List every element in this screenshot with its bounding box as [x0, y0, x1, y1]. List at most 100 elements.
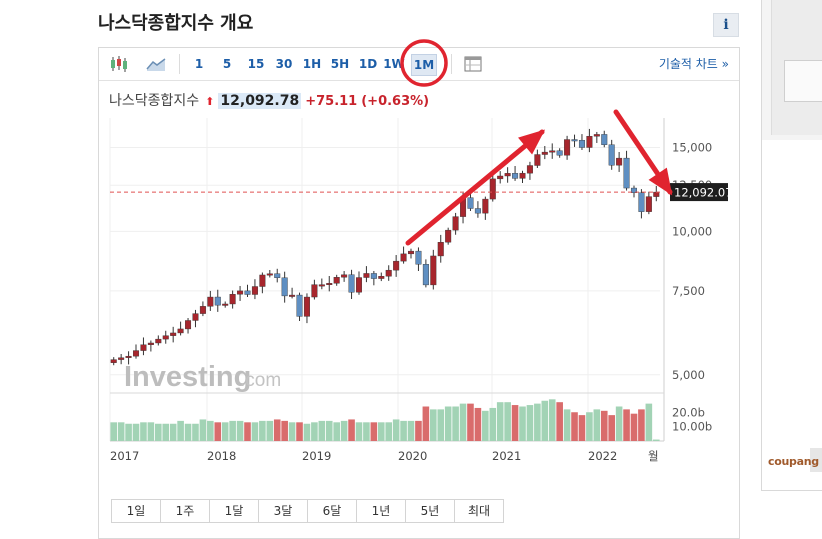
- range-max[interactable]: 최대: [454, 499, 504, 523]
- candle-body: [437, 242, 444, 257]
- chart-widget: 1 5 15 30 1H 5H 1D 1W 1M 기술적 차트 » 나스닥종합지…: [98, 47, 740, 539]
- watermark-suffix: .com: [240, 370, 281, 391]
- volume-bar: [496, 402, 504, 441]
- table-icon[interactable]: [461, 54, 485, 74]
- candle-body: [474, 208, 481, 214]
- candle-body: [355, 277, 362, 293]
- volume-bar: [311, 422, 318, 441]
- candle-body: [333, 277, 340, 284]
- volume-bar: [638, 409, 645, 441]
- interval-1[interactable]: 1: [194, 57, 204, 71]
- range-3m[interactable]: 3달: [258, 499, 308, 523]
- volume-bar: [593, 409, 601, 441]
- interval-1h[interactable]: 1H: [302, 57, 322, 71]
- candle-body: [311, 284, 318, 298]
- candle-body: [638, 192, 645, 212]
- volume-bar: [407, 420, 415, 441]
- technical-chart-link[interactable]: 기술적 차트 »: [658, 57, 729, 71]
- x-tick-label: 2021: [492, 449, 521, 463]
- volume-bar: [177, 420, 184, 441]
- candle-body: [251, 286, 258, 295]
- coupang-logo[interactable]: coupang: [768, 455, 819, 468]
- candle-body: [303, 296, 310, 317]
- candle-body: [608, 144, 615, 166]
- candle-body: [266, 273, 273, 276]
- volume-bar: [355, 422, 363, 441]
- candle-body: [512, 173, 519, 179]
- candle-body: [430, 255, 437, 286]
- instrument-name: 나스닥종합지수: [109, 93, 200, 109]
- falling-trend-arrow-head: [648, 167, 673, 196]
- candle-body: [400, 253, 407, 262]
- interval-highlight-circle: [400, 39, 448, 87]
- volume-bar: [556, 402, 563, 441]
- candle-body: [541, 151, 548, 155]
- candle-body: [140, 344, 147, 351]
- volume-bar: [519, 406, 526, 441]
- volume-bar: [296, 422, 303, 441]
- volume-bar: [125, 423, 132, 441]
- candle-body: [370, 273, 377, 279]
- candle-body: [296, 294, 303, 317]
- candle-body: [489, 178, 496, 200]
- candle-body: [125, 355, 132, 358]
- volume-bar: [444, 406, 452, 441]
- candle-body: [571, 139, 578, 142]
- candle-body: [341, 274, 348, 278]
- range-1d[interactable]: 1일: [111, 499, 161, 523]
- candle-body: [237, 290, 244, 295]
- range-6m[interactable]: 6달: [307, 499, 357, 523]
- volume-bar: [608, 415, 615, 441]
- candle-body: [289, 294, 296, 297]
- candle-body: [393, 260, 400, 271]
- candle-body: [549, 150, 556, 153]
- x-tick-label: 월: [648, 449, 659, 463]
- volume-bar: [459, 403, 467, 441]
- candle-body: [363, 273, 370, 278]
- volume-bar: [266, 420, 274, 441]
- candle-body: [133, 350, 140, 357]
- x-tick-label: 2020: [398, 449, 427, 463]
- candle-body: [199, 306, 206, 314]
- chart-toolbar: 1 5 15 30 1H 5H 1D 1W 1M 기술적 차트 »: [99, 48, 739, 81]
- candle-body: [318, 284, 325, 287]
- candle-body: [385, 269, 392, 277]
- candle-body: [408, 250, 415, 255]
- range-5y[interactable]: 5년: [405, 499, 455, 523]
- candlestick-icon[interactable]: [107, 54, 131, 74]
- y-tick-label: 7,500: [672, 284, 705, 298]
- volume-bar: [645, 403, 653, 441]
- interval-30[interactable]: 30: [275, 57, 293, 71]
- interval-1d[interactable]: 1D: [358, 57, 378, 71]
- volume-bar: [563, 409, 571, 441]
- volume-bar: [303, 423, 311, 441]
- current-price-label: 12,092.07: [674, 186, 733, 200]
- candle-body: [177, 328, 184, 334]
- candle-body: [616, 157, 623, 166]
- candle-body: [348, 274, 355, 293]
- volume-bar: [370, 422, 378, 441]
- candle-body: [578, 139, 585, 148]
- info-button[interactable]: i: [713, 13, 739, 37]
- volume-bar: [526, 405, 534, 441]
- volume-bar: [615, 406, 623, 441]
- rising-trend-arrow: [405, 129, 545, 246]
- laptop-icon: [784, 60, 822, 102]
- interval-5h[interactable]: 5H: [330, 57, 350, 71]
- volume-bar: [474, 407, 482, 441]
- volume-bar: [623, 409, 630, 441]
- page-title: 나스닥종합지수 개요: [98, 13, 254, 34]
- interval-1w[interactable]: 1W: [383, 57, 405, 71]
- area-chart-icon[interactable]: [143, 54, 169, 74]
- volume-bar: [117, 422, 125, 441]
- volume-bar: [333, 422, 340, 441]
- candle-body: [482, 198, 489, 214]
- volume-bar: [586, 412, 593, 441]
- interval-15[interactable]: 15: [247, 57, 265, 71]
- volume-bar: [511, 405, 519, 441]
- interval-5[interactable]: 5: [222, 57, 232, 71]
- range-1w[interactable]: 1주: [160, 499, 210, 523]
- interval-1m[interactable]: 1M: [411, 54, 437, 76]
- volume-bar: [229, 420, 236, 441]
- candle-body: [504, 173, 511, 177]
